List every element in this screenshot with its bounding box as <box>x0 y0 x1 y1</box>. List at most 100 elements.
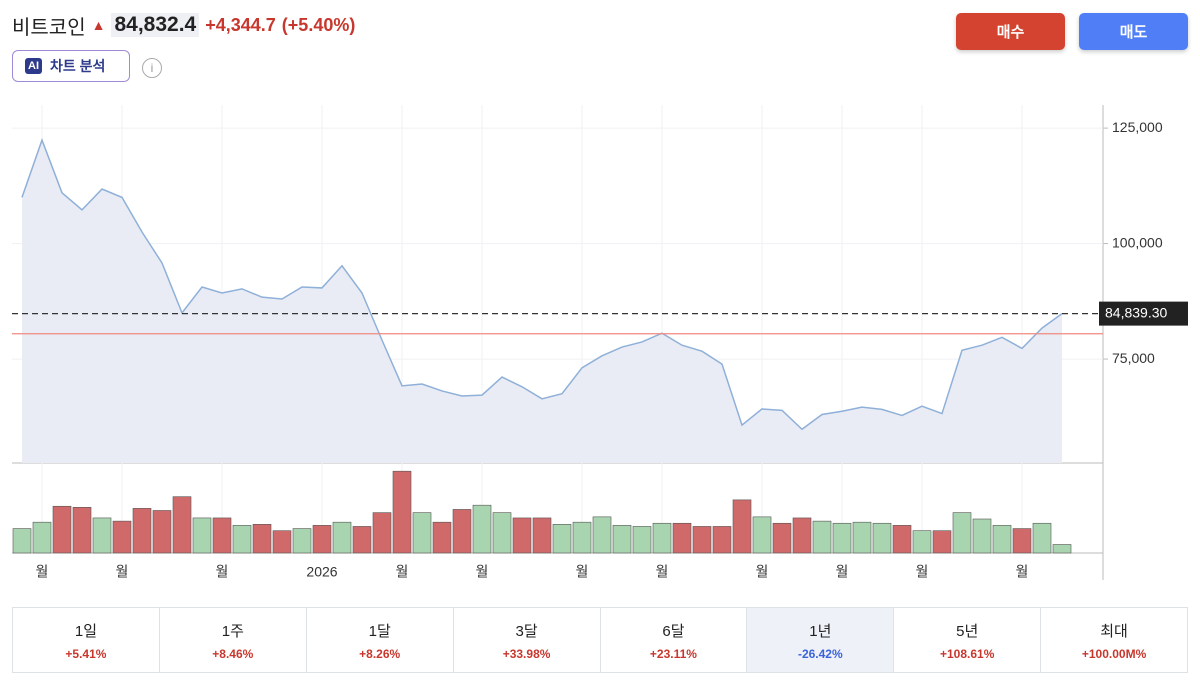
volume-bar <box>192 517 212 554</box>
volume-bar <box>992 525 1012 554</box>
volume-bar <box>652 522 672 554</box>
volume-bar <box>772 522 792 554</box>
volume-bar <box>512 517 532 554</box>
volume-bar <box>92 517 112 554</box>
period-tab[interactable]: 1달 +8.26% <box>307 608 454 672</box>
period-change: +108.61% <box>939 646 995 661</box>
volume-bar <box>1032 522 1052 554</box>
y-tick-label: 100,000 <box>1112 234 1163 250</box>
change: +4,344.7 <box>205 14 276 35</box>
period-tab[interactable]: 6달 +23.11% <box>601 608 748 672</box>
period-label: 5년 <box>956 622 979 640</box>
period-change: +33.98% <box>502 646 551 661</box>
volume-bar <box>732 499 752 554</box>
period-tab[interactable]: 3달 +33.98% <box>454 608 601 672</box>
period-tabs: 1일 +5.41% 1주 +8.46% 1달 +8.26% 3달 +33.98% 6달 +23.1… <box>12 607 1188 673</box>
change-pct: (+5.40%) <box>281 14 356 35</box>
title: 비트코인 <box>12 16 86 39</box>
volume-bar <box>872 522 892 554</box>
period-tab[interactable]: 5년 +108.61% <box>894 608 1042 672</box>
volume-bar <box>492 512 512 554</box>
volume-bar <box>632 526 652 554</box>
volume-bar <box>572 521 592 554</box>
ai-label: 차트 분석 <box>50 58 106 74</box>
volume-bar <box>452 509 472 554</box>
volume-bar <box>592 516 612 554</box>
period-change: +8.26% <box>359 646 401 661</box>
x-tick-label: 월 <box>916 564 929 580</box>
info-icon[interactable]: i <box>142 58 162 78</box>
volume-bar <box>612 525 632 554</box>
buy-button[interactable]: 매수 <box>956 13 1065 50</box>
volume-bar <box>1052 544 1072 554</box>
period-label: 1달 <box>368 622 391 640</box>
volume-bar <box>1012 528 1032 554</box>
volume-bar <box>432 521 452 554</box>
x-tick-label: 월 <box>216 564 229 580</box>
volume-bar <box>392 470 412 554</box>
period-label: 1일 <box>74 622 98 640</box>
ai-analysis-button[interactable]: AI 차트 분석 <box>12 50 130 82</box>
x-tick-label: 월 <box>756 564 769 580</box>
volume-bar <box>532 517 552 554</box>
volume-bar <box>252 524 272 554</box>
volume-bar <box>52 505 72 554</box>
price-label: 84,839.30 <box>1105 304 1167 320</box>
volume-bar <box>352 526 372 554</box>
volume-bar <box>852 521 872 554</box>
volume-bar <box>152 510 172 554</box>
x-tick-label: 월 <box>836 564 849 580</box>
volume-bar <box>332 521 352 554</box>
price-label-box <box>1099 301 1188 326</box>
volume-bar <box>412 512 432 554</box>
period-tab[interactable]: 최대 +100.00M% <box>1041 608 1187 672</box>
period-change: -26.42% <box>797 646 843 661</box>
header: 비트코인 ▲ 84,832.4 +4,344.7 (+5.40%) <box>12 8 355 42</box>
x-tick-label: 월 <box>476 564 489 580</box>
volume-bar <box>892 525 912 554</box>
x-tick-label: 월 <box>396 564 409 580</box>
volume-bar <box>672 522 692 554</box>
volume-bar <box>172 496 192 554</box>
volume-bar <box>952 512 972 554</box>
period-tab[interactable]: 1년 -26.42% <box>747 608 895 672</box>
x-tick-label: 2026 <box>306 564 337 580</box>
x-tick-label: 월 <box>1016 564 1029 580</box>
volume-bar <box>292 528 312 554</box>
period-label: 6달 <box>662 622 685 640</box>
volume-bar <box>372 512 392 554</box>
period-label: 3달 <box>515 622 538 640</box>
period-tab[interactable]: 1일 +5.41% <box>13 608 160 672</box>
volume-bar <box>472 504 492 554</box>
x-tick-label: 월 <box>36 564 49 580</box>
volume-bar <box>812 520 832 554</box>
x-tick-label: 월 <box>576 564 589 580</box>
volume-bar <box>272 530 292 554</box>
volume-bar <box>832 522 852 554</box>
volume-bar <box>932 530 952 554</box>
period-change: +8.46% <box>212 646 254 661</box>
sell-button[interactable]: 매도 <box>1079 13 1188 50</box>
volume-bar <box>132 508 152 554</box>
period-change: +5.41% <box>65 646 107 661</box>
volume-bar <box>912 530 932 554</box>
ai-badge: AI <box>25 58 42 74</box>
period-tab[interactable]: 1주 +8.46% <box>160 608 307 672</box>
x-tick-label: 월 <box>656 564 669 580</box>
period-change: +23.11% <box>649 646 697 661</box>
volume-bar <box>552 524 572 554</box>
price-area <box>22 140 1062 463</box>
up-arrow: ▲ <box>91 17 106 33</box>
y-tick-label: 125,000 <box>1112 119 1163 135</box>
volume-bar <box>692 526 712 554</box>
volume-bar <box>12 528 32 554</box>
y-tick-label: 75,000 <box>1112 350 1155 366</box>
price: 84,832.4 <box>111 13 200 37</box>
period-label: 1년 <box>809 622 832 640</box>
volume-bar <box>312 525 332 554</box>
price-line <box>21 137 1063 431</box>
x-tick-label: 월 <box>116 564 129 580</box>
volume-bar <box>32 521 52 554</box>
